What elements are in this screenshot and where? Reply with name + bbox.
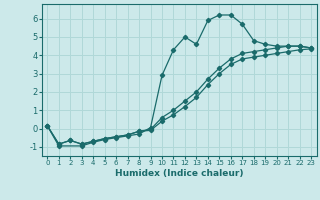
X-axis label: Humidex (Indice chaleur): Humidex (Indice chaleur) — [115, 169, 244, 178]
